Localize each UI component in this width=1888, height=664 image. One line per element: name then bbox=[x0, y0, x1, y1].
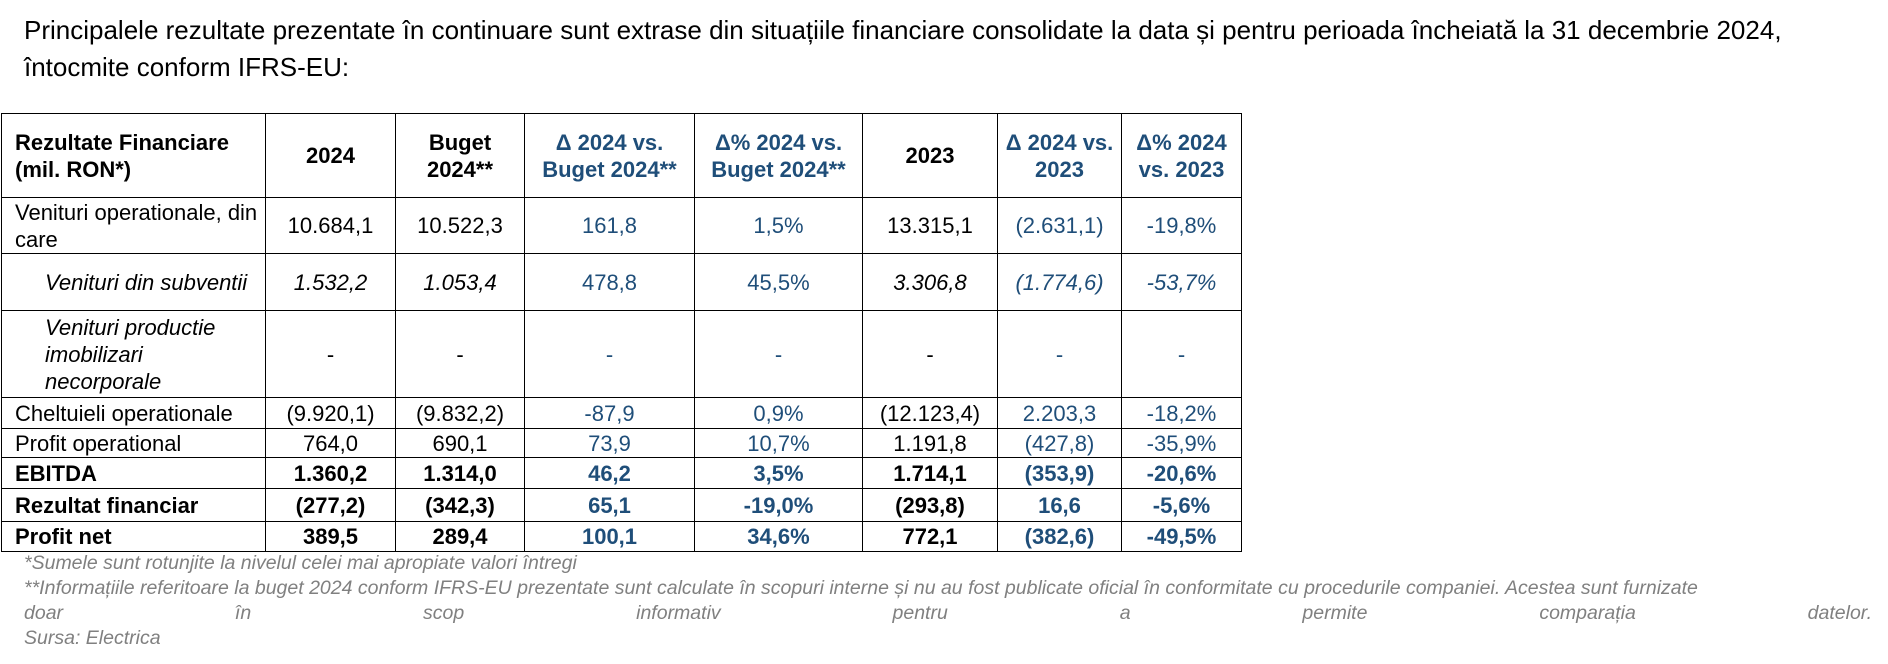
value-2023: 1.191,8 bbox=[862, 428, 998, 458]
table-row: Venituri operationale, din care 10.684,1… bbox=[1, 197, 1242, 254]
value-delta-pct-vs-budget: -19,0% bbox=[694, 488, 863, 522]
value-2024: - bbox=[265, 310, 396, 398]
value-delta-vs-2023: (1.774,6) bbox=[997, 253, 1122, 311]
value-budget-2024: 1.314,0 bbox=[395, 457, 525, 489]
source-note: Sursa: Electrica bbox=[24, 627, 161, 649]
value-delta-pct-vs-budget: 34,6% bbox=[694, 521, 863, 552]
value-delta-vs-budget: 100,1 bbox=[524, 521, 695, 552]
value-delta-pct-vs-2023: - bbox=[1121, 310, 1242, 398]
header-financial-results: Rezultate Financiare (mil. RON*) bbox=[1, 113, 266, 198]
value-delta-pct-vs-2023: -18,2% bbox=[1121, 397, 1242, 429]
value-budget-2024: (342,3) bbox=[395, 488, 525, 522]
value-delta-vs-budget: 161,8 bbox=[524, 197, 695, 254]
row-label: Profit operational bbox=[1, 428, 266, 458]
value-delta-vs-2023: (427,8) bbox=[997, 428, 1122, 458]
value-2024: 1.360,2 bbox=[265, 457, 396, 489]
value-delta-pct-vs-budget: 0,9% bbox=[694, 397, 863, 429]
row-label: Rezultat financiar bbox=[1, 488, 266, 522]
value-delta-vs-2023: - bbox=[997, 310, 1122, 398]
value-budget-2024: 690,1 bbox=[395, 428, 525, 458]
value-delta-vs-budget: 46,2 bbox=[524, 457, 695, 489]
value-2023: 3.306,8 bbox=[862, 253, 998, 311]
footnote-budget-line2: doar în scop informativ pentru a permite… bbox=[24, 602, 1872, 624]
header-budget-2024: Buget 2024** bbox=[395, 113, 525, 198]
value-budget-2024: - bbox=[395, 310, 525, 398]
table-row: Venituri din subventii 1.532,2 1.053,4 4… bbox=[1, 253, 1242, 311]
value-2024: 10.684,1 bbox=[265, 197, 396, 254]
value-2024: 1.532,2 bbox=[265, 253, 396, 311]
value-delta-pct-vs-budget: 3,5% bbox=[694, 457, 863, 489]
value-2023: 13.315,1 bbox=[862, 197, 998, 254]
value-delta-vs-budget: -87,9 bbox=[524, 397, 695, 429]
value-delta-pct-vs-2023: -19,8% bbox=[1121, 197, 1242, 254]
header-2024: 2024 bbox=[265, 113, 396, 198]
value-delta-pct-vs-budget: 10,7% bbox=[694, 428, 863, 458]
value-2024: (9.920,1) bbox=[265, 397, 396, 429]
value-2024: 389,5 bbox=[265, 521, 396, 552]
financial-results-table: Rezultate Financiare (mil. RON*) 2024 Bu… bbox=[1, 113, 1242, 552]
value-delta-vs-2023: (2.631,1) bbox=[997, 197, 1122, 254]
value-delta-vs-budget: 478,8 bbox=[524, 253, 695, 311]
footnote-rounding: *Sumele sunt rotunjite la nivelul celei … bbox=[24, 552, 577, 574]
row-label: Venituri productie imobilizari necorpora… bbox=[1, 310, 266, 398]
row-label: EBITDA bbox=[1, 457, 266, 489]
table-row: Venituri productie imobilizari necorpora… bbox=[1, 310, 1242, 398]
footnote-budget-line1: **Informațiile referitoare la buget 2024… bbox=[24, 577, 1698, 599]
table-row: Rezultat financiar (277,2) (342,3) 65,1 … bbox=[1, 488, 1242, 522]
value-budget-2024: 10.522,3 bbox=[395, 197, 525, 254]
header-delta-vs-2023: Δ 2024 vs. 2023 bbox=[997, 113, 1122, 198]
value-delta-vs-budget: 73,9 bbox=[524, 428, 695, 458]
header-delta-vs-budget: Δ 2024 vs. Buget 2024** bbox=[524, 113, 695, 198]
value-2023: (12.123,4) bbox=[862, 397, 998, 429]
value-delta-vs-2023: 2.203,3 bbox=[997, 397, 1122, 429]
value-2023: 1.714,1 bbox=[862, 457, 998, 489]
table-row: EBITDA 1.360,2 1.314,0 46,2 3,5% 1.714,1… bbox=[1, 457, 1242, 489]
value-delta-pct-vs-2023: -5,6% bbox=[1121, 488, 1242, 522]
value-delta-vs-2023: (353,9) bbox=[997, 457, 1122, 489]
value-budget-2024: 289,4 bbox=[395, 521, 525, 552]
value-budget-2024: (9.832,2) bbox=[395, 397, 525, 429]
table-header-row: Rezultate Financiare (mil. RON*) 2024 Bu… bbox=[1, 113, 1242, 198]
table-row: Profit net 389,5 289,4 100,1 34,6% 772,1… bbox=[1, 521, 1242, 552]
value-delta-pct-vs-budget: 1,5% bbox=[694, 197, 863, 254]
header-delta-pct-vs-budget: Δ% 2024 vs. Buget 2024** bbox=[694, 113, 863, 198]
table-row: Profit operational 764,0 690,1 73,9 10,7… bbox=[1, 428, 1242, 458]
value-delta-pct-vs-2023: -53,7% bbox=[1121, 253, 1242, 311]
value-delta-vs-2023: (382,6) bbox=[997, 521, 1122, 552]
value-delta-pct-vs-2023: -49,5% bbox=[1121, 521, 1242, 552]
value-delta-pct-vs-budget: - bbox=[694, 310, 863, 398]
value-delta-pct-vs-budget: 45,5% bbox=[694, 253, 863, 311]
value-2023: 772,1 bbox=[862, 521, 998, 552]
value-2024: 764,0 bbox=[265, 428, 396, 458]
row-label: Profit net bbox=[1, 521, 266, 552]
header-2023: 2023 bbox=[862, 113, 998, 198]
table-row: Cheltuieli operationale (9.920,1) (9.832… bbox=[1, 397, 1242, 429]
row-label: Venituri operationale, din care bbox=[1, 197, 266, 254]
intro-paragraph: Principalele rezultate prezentate în con… bbox=[24, 15, 1782, 82]
row-label: Venituri din subventii bbox=[1, 253, 266, 311]
value-delta-vs-budget: - bbox=[524, 310, 695, 398]
value-2023: - bbox=[862, 310, 998, 398]
footnotes: *Sumele sunt rotunjite la nivelul celei … bbox=[24, 551, 1872, 651]
value-2023: (293,8) bbox=[862, 488, 998, 522]
value-delta-pct-vs-2023: -20,6% bbox=[1121, 457, 1242, 489]
header-delta-pct-vs-2023: Δ% 2024 vs. 2023 bbox=[1121, 113, 1242, 198]
value-delta-vs-budget: 65,1 bbox=[524, 488, 695, 522]
value-delta-vs-2023: 16,6 bbox=[997, 488, 1122, 522]
value-2024: (277,2) bbox=[265, 488, 396, 522]
row-label: Cheltuieli operationale bbox=[1, 397, 266, 429]
value-delta-pct-vs-2023: -35,9% bbox=[1121, 428, 1242, 458]
value-budget-2024: 1.053,4 bbox=[395, 253, 525, 311]
